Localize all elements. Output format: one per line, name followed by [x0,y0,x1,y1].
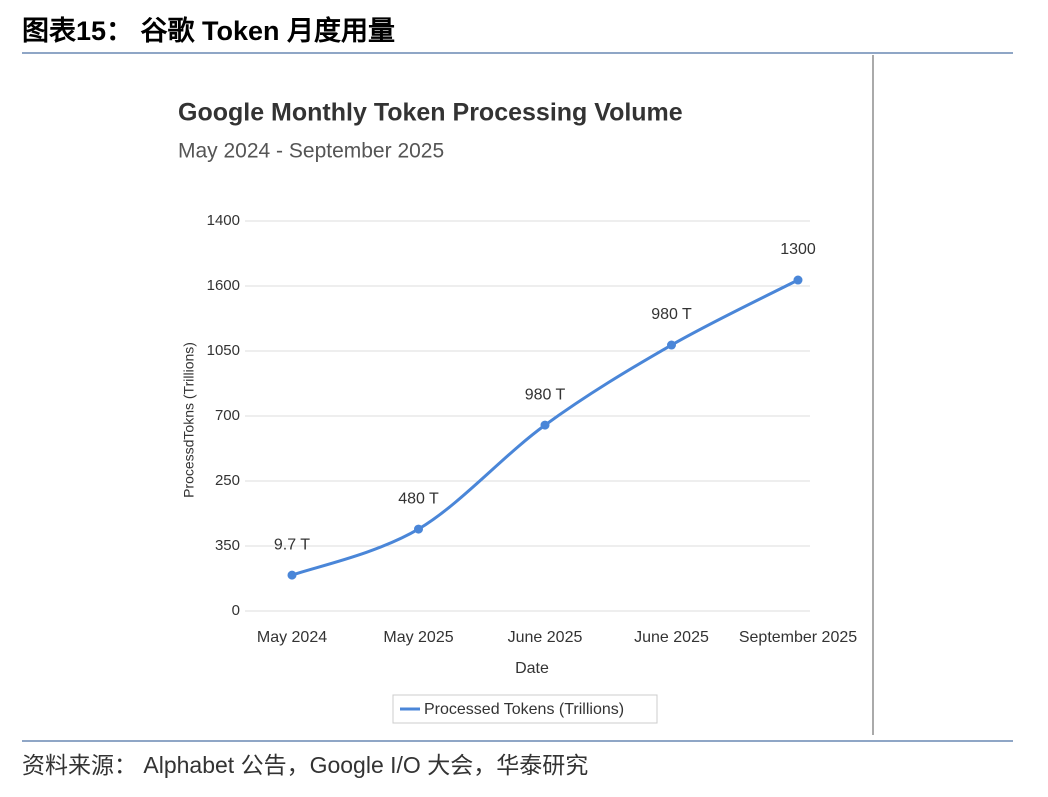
legend-label: Processed Tokens (Trillions) [424,701,624,718]
data-label: 480 T [398,490,439,507]
x-tick-label: May 2025 [383,629,453,646]
data-label: 1300 [780,241,816,258]
legend-box [392,694,658,724]
data-point [540,420,550,430]
chart-title: Google Monthly Token Processing Volume [178,99,683,127]
data-point [287,570,297,580]
y-tick-label: 350 [215,537,240,554]
chart-subtitle: May 2024 - September 2025 [178,140,444,163]
x-tick-label: June 2025 [634,629,709,646]
x-tick-label: May 2024 [257,629,327,646]
data-label: 980 T [651,306,692,323]
x-axis-title: Date [515,660,549,677]
y-tick-label: 1400 [207,212,240,229]
y-tick-label: 1050 [207,342,240,359]
y-tick-label: 1600 [207,277,240,294]
y-tick-label: 700 [215,407,240,424]
header-title: 图表15： 谷歌 Token 月度用量 [22,15,395,46]
source: 资料来源： Alphabet 公告，Google I/O 大会，华泰研究 [22,752,588,778]
x-tick-label: September 2025 [739,629,857,646]
data-label: 980 T [525,386,566,403]
y-axis-title: ProcessdTokns (Trillions) [181,342,197,498]
y-tick-label: 0 [232,602,240,619]
y-tick-label: 250 [215,472,240,489]
data-label: 9.7 T [274,536,310,553]
x-tick-label: June 2025 [508,629,583,646]
data-point [667,340,676,350]
data-point [793,275,803,285]
data-point [414,524,423,534]
